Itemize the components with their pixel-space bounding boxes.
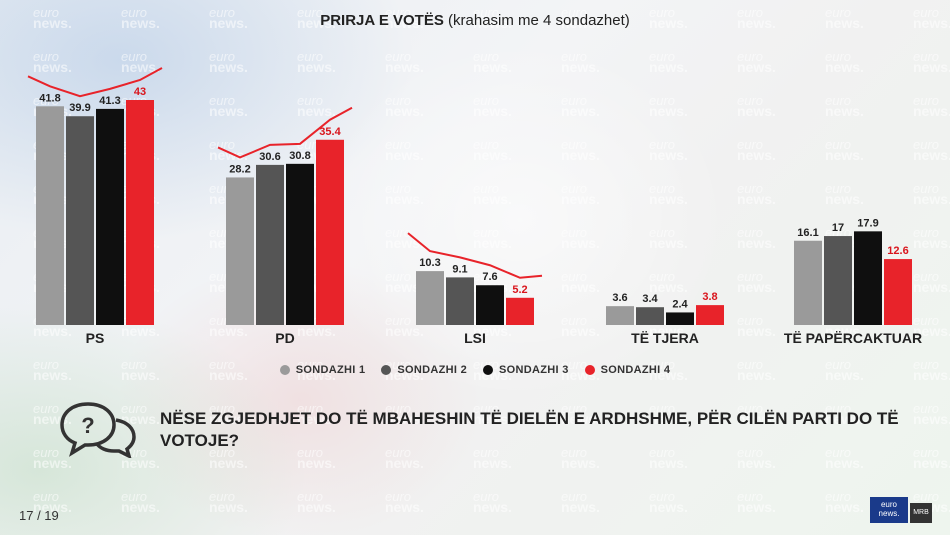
value-label: 16.1 (797, 227, 818, 239)
bar-pd-s1 (226, 177, 254, 325)
value-label: 17 (832, 222, 844, 234)
trend-line (217, 106, 353, 159)
bar-lsi-s2 (446, 277, 474, 325)
logo-line1: euro (880, 500, 897, 509)
bar-pd-s3 (286, 163, 314, 325)
value-label: 35.4 (319, 126, 341, 138)
bar-të-papërcaktuar-s4 (884, 259, 912, 325)
svg-text:?: ? (81, 413, 94, 438)
legend-label: SONDAZHI 3 (499, 364, 569, 376)
bar-ps-s2 (66, 116, 94, 325)
bar-të-tjera-s4 (696, 305, 724, 325)
legend-label: SONDAZHI 1 (295, 364, 366, 376)
value-label: 3.6 (612, 292, 627, 304)
bar-të-tjera-s1 (606, 306, 634, 325)
value-label: 30.6 (259, 151, 280, 163)
bar-lsi-s1 (416, 271, 444, 325)
partner-logo: MRB (910, 503, 932, 523)
page-indicator: 17 / 19 (19, 508, 59, 523)
bar-lsi-s4 (506, 297, 534, 325)
survey-question: NËSE ZGJEDHJET DO TË MBAHESHIN TË DIELËN… (160, 409, 899, 450)
legend-item: SONDAZHI 3 (483, 364, 569, 376)
trend-line (27, 67, 163, 98)
value-label: 10.3 (419, 257, 440, 269)
value-label: 43 (134, 86, 146, 98)
category-label: LSI (464, 330, 486, 346)
value-label: 2.4 (672, 298, 688, 310)
value-label: 17.9 (857, 217, 878, 229)
legend-item: SONDAZHI 4 (584, 364, 671, 376)
legend-swatch (381, 365, 392, 375)
bar-chart: 41.8 39.9 41.3 43 PS 28.2 30.6 30.8 35.4 PD 10.3 9.… (27, 67, 922, 346)
legend-label: SONDAZHI 4 (600, 364, 671, 376)
chart-legend: SONDAZHI 1 SONDAZHI 2 SONDAZHI 3 SONDAZHI 4 (0, 364, 950, 376)
value-label: 41.3 (99, 95, 120, 107)
logo-line2: news. (878, 509, 900, 518)
legend-item: SONDAZHI 2 (381, 364, 467, 376)
question-bubbles-icon: ? (60, 402, 136, 458)
legend-swatch (279, 365, 290, 375)
bar-lsi-s3 (476, 285, 504, 325)
category-label: TË TJERA (631, 330, 699, 346)
value-label: 12.6 (887, 245, 908, 257)
bar-të-tjera-s3 (666, 312, 694, 325)
value-label: 5.2 (512, 284, 527, 296)
legend-item: SONDAZHI 1 (279, 364, 366, 376)
value-label: 28.2 (229, 163, 250, 175)
legend-swatch (483, 365, 493, 375)
category-label: PS (86, 330, 105, 346)
bar-të-tjera-s2 (636, 307, 664, 325)
category-label: TË PAPËRCAKTUAR (784, 330, 922, 346)
category-label: PD (275, 330, 294, 346)
logo-box: euro news. (870, 497, 908, 523)
bar-ps-s4 (126, 100, 154, 325)
value-label: 3.4 (642, 293, 658, 305)
bar-të-papërcaktuar-s2 (824, 236, 852, 325)
value-label: 7.6 (482, 271, 497, 283)
value-label: 3.8 (702, 291, 717, 303)
chart-title-main: PRIRJA E VOTËS (320, 12, 444, 29)
bar-të-papërcaktuar-s1 (794, 240, 822, 325)
bar-ps-s3 (96, 108, 124, 325)
bar-pd-s2 (256, 164, 284, 325)
value-label: 41.8 (39, 92, 60, 104)
chart-title: PRIRJA E VOTËS (krahasim me 4 sondazhet) (0, 12, 950, 29)
bar-të-papërcaktuar-s3 (854, 231, 882, 325)
trend-line (407, 232, 543, 279)
legend-swatch (584, 365, 595, 375)
value-label: 30.8 (289, 150, 310, 162)
euronews-logo: euro news. MRB (870, 497, 932, 527)
bar-pd-s4 (316, 139, 344, 325)
value-label: 9.1 (452, 263, 467, 275)
legend-label: SONDAZHI 2 (397, 364, 467, 376)
chart-title-sub: (krahasim me 4 sondazhet) (448, 12, 630, 29)
bar-ps-s1 (36, 106, 64, 325)
value-label: 39.9 (69, 102, 90, 114)
